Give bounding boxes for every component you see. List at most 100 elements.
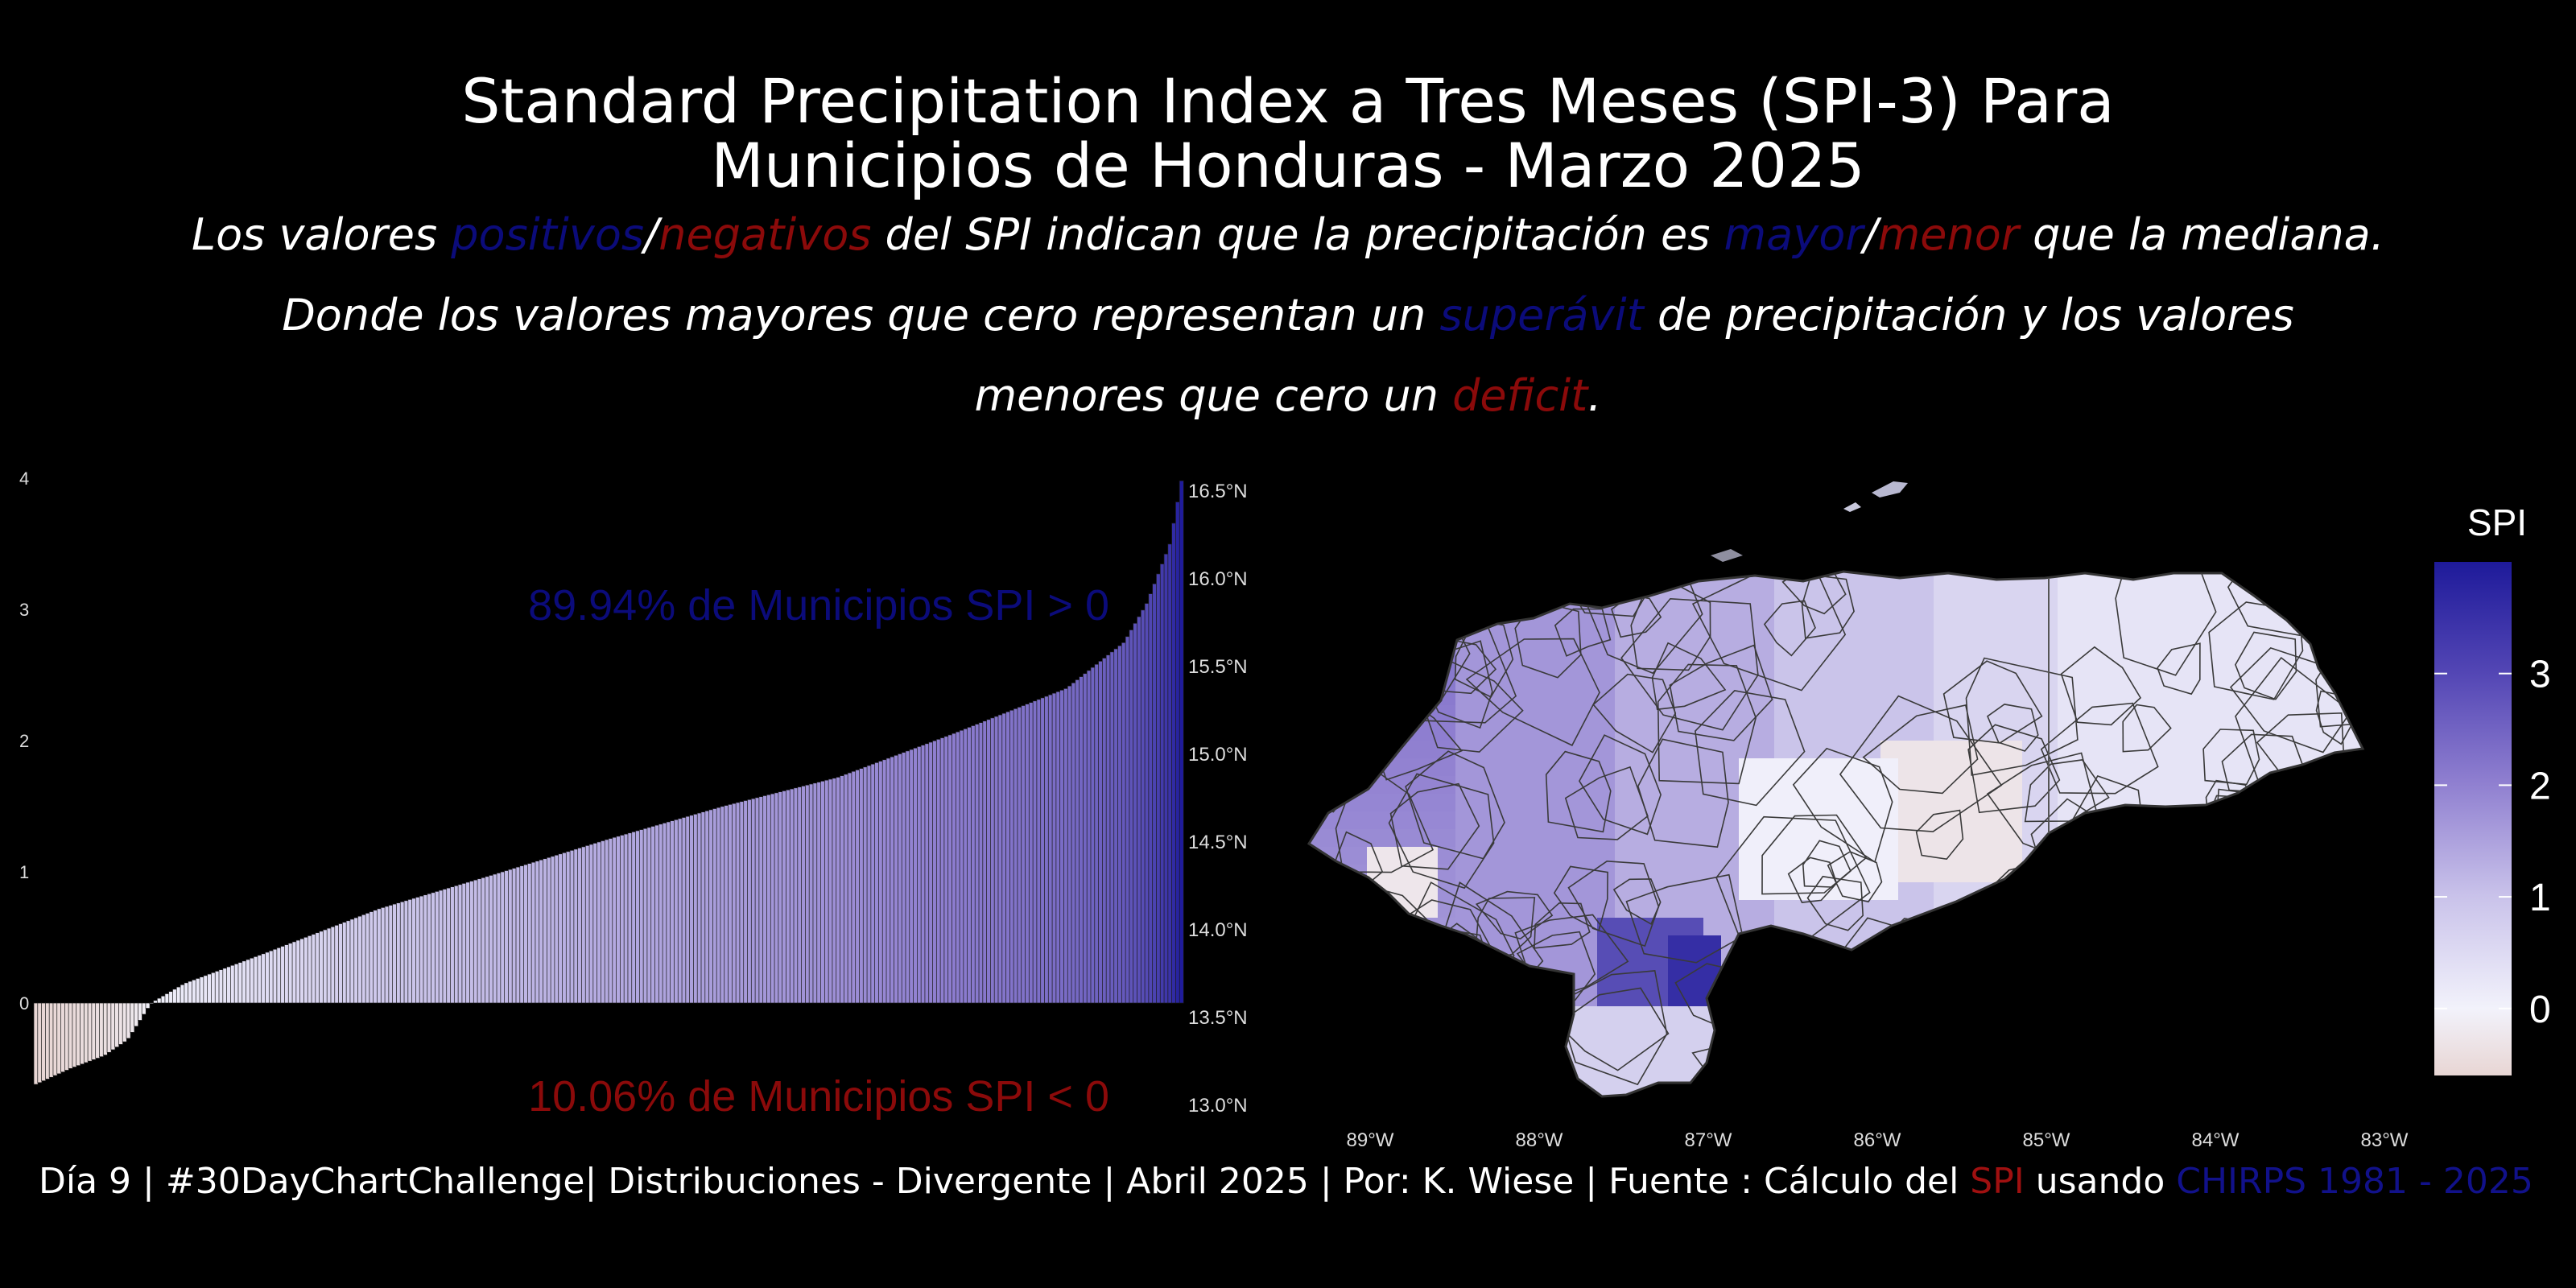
municipality-border (1313, 994, 1417, 1096)
map-cell (1579, 510, 1598, 529)
map-cell (1526, 546, 1545, 564)
map-cell (1509, 865, 1527, 883)
map-cell (1509, 493, 1527, 511)
map-cell (1615, 581, 1633, 600)
map-cell (2341, 705, 2359, 724)
map-cell (1544, 510, 1563, 529)
map-cell (1491, 687, 1509, 706)
map-cell (1668, 528, 1686, 547)
map-cell (2128, 546, 2147, 564)
map-cell (1579, 741, 1598, 759)
map-cell (1420, 847, 1439, 865)
map-cell (1455, 953, 1474, 972)
map-cell (1863, 572, 1881, 582)
map-cell (1491, 705, 1509, 724)
spi-bar (388, 905, 394, 1004)
map-cell (2288, 1006, 2306, 1025)
spi-bar (72, 1002, 77, 1067)
map-cell (1898, 652, 1917, 671)
map-cell (1739, 811, 1757, 830)
chart-title: Standard Precipitation Index a Tres Mese… (0, 69, 2576, 198)
map-cell (2111, 475, 2129, 493)
spi-bar (1032, 700, 1038, 1004)
map-cell (1597, 953, 1616, 972)
map-cell (1615, 847, 1633, 865)
municipality-border (2235, 631, 2297, 700)
map-cell (1757, 1024, 1775, 1042)
map-cell (1792, 546, 1810, 564)
map-cell (1916, 829, 1934, 848)
map-cell (2199, 758, 2218, 777)
municipality-border (2112, 833, 2157, 889)
municipality-border (2315, 644, 2363, 728)
spi-bar (175, 986, 181, 1004)
map-cell (2093, 865, 2112, 883)
map-cell (1757, 811, 1775, 830)
map-cell (1314, 900, 1332, 919)
spi-bar (156, 997, 162, 1004)
map-cell (1331, 723, 1350, 741)
map-cell (1309, 1042, 1315, 1060)
map-cell (1367, 953, 1385, 972)
map-cell (1597, 865, 1616, 883)
spi-bar (392, 903, 398, 1004)
map-cell (2288, 723, 2306, 741)
municipality-border (2058, 933, 2178, 1050)
map-cell (1385, 1024, 1403, 1042)
spi-bar (1113, 648, 1119, 1004)
map-cell (1526, 510, 1545, 529)
map-cell (1650, 811, 1669, 830)
map-cell (2111, 989, 2129, 1007)
map-cell (2058, 581, 2076, 600)
map-cell (1309, 1077, 1315, 1096)
map-cell (1402, 1006, 1421, 1025)
map-cell (2128, 1077, 2147, 1096)
map-cell (1951, 971, 1970, 989)
map-cell (2111, 1095, 2129, 1096)
spi-bar (265, 952, 270, 1004)
map-cell (1686, 741, 1704, 759)
map-cell (1880, 723, 1899, 741)
map-cell (2217, 1077, 2235, 1096)
map-cell (2058, 493, 2076, 511)
map-cell (1597, 572, 1616, 582)
map-cell (2004, 989, 2023, 1007)
municipality-border (1516, 931, 1596, 1001)
map-cell (1314, 918, 1332, 936)
bay-islands (1711, 549, 1743, 562)
map-cell (1385, 493, 1403, 511)
map-cell (1774, 829, 1793, 848)
map-cell (2164, 794, 2182, 812)
map-cell (1686, 900, 1704, 919)
chart-subtitle: Los valores positivos/negativos del SPI … (0, 211, 2576, 420)
map-cell (1491, 1042, 1509, 1060)
map-cell (1526, 758, 1545, 777)
map-cell (1633, 776, 1651, 795)
map-cell (2306, 572, 2324, 582)
map-cell (2323, 528, 2342, 547)
spi-bar (546, 857, 551, 1004)
map-cell (1810, 900, 1828, 919)
map-cell (1880, 670, 1899, 688)
map-cell (2341, 829, 2359, 848)
spi-bar (1144, 603, 1150, 1004)
spi-bar (967, 727, 972, 1004)
map-cell (1562, 581, 1580, 600)
map-cell (1633, 794, 1651, 812)
map-cell (1455, 670, 1474, 688)
map-cell (2093, 1077, 2112, 1096)
map-cell (2341, 794, 2359, 812)
map-cell (1526, 794, 1545, 812)
spi-bar (60, 1002, 65, 1073)
map-cell (1491, 528, 1509, 547)
map-cell (1509, 670, 1527, 688)
map-cell (1774, 971, 1793, 989)
spi-bar (338, 923, 343, 1004)
map-cell (1402, 953, 1421, 972)
spi-bar (828, 778, 833, 1004)
map-cell (2022, 581, 2041, 600)
map-cell (2288, 546, 2306, 564)
map-cell (2058, 705, 2076, 724)
map-cell (2288, 918, 2306, 936)
